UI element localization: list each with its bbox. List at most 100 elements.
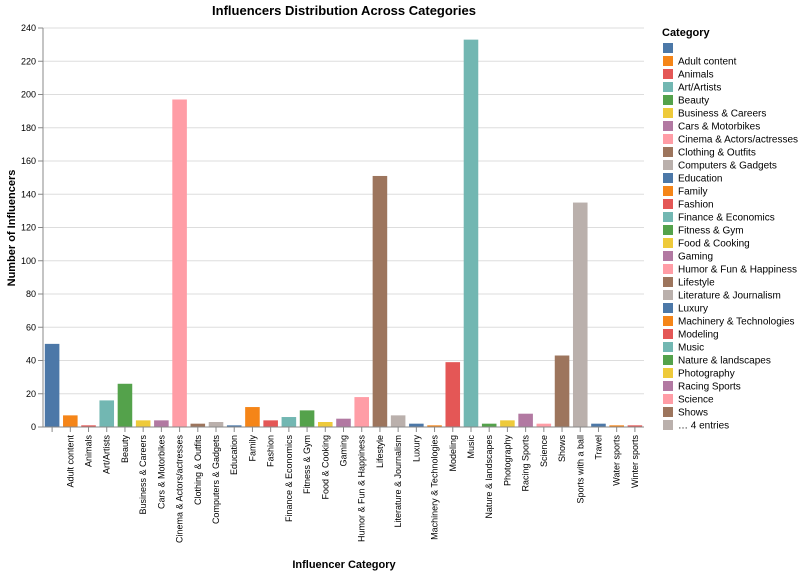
x-tick-label: Beauty [120, 435, 130, 464]
grid-lines [43, 27, 644, 428]
legend-label: Cinema & Actors/actresses [678, 135, 798, 146]
legend-label: Education [678, 174, 722, 185]
legend-swatch [663, 69, 673, 79]
chart-title: Influencers Distribution Across Categori… [212, 3, 476, 18]
legend-label: Fashion [678, 200, 714, 211]
x-tick-label: Shows [557, 435, 567, 463]
bar [81, 425, 96, 427]
x-axis-title: Influencer Category [292, 559, 396, 571]
legend-label: Photography [678, 369, 735, 380]
legend-swatch [663, 186, 673, 196]
bar [117, 383, 133, 427]
x-tick-label: Cinema & Actors/actresses [175, 435, 185, 544]
legend-label: Animals [678, 70, 714, 81]
legend-label: Computers & Gadgets [678, 161, 777, 172]
legend-label: Nature & landscapes [678, 356, 771, 367]
legend-swatch [663, 290, 673, 300]
legend-swatch [663, 173, 673, 183]
legend-swatch [663, 264, 673, 274]
legend-swatch [663, 56, 673, 66]
legend-label: Literature & Journalism [678, 291, 781, 302]
bar [409, 423, 424, 427]
legend-label: Adult content [678, 57, 737, 68]
x-tick-label: Luxury [411, 435, 421, 463]
x-tick-label: Cars & Motorbikes [156, 435, 166, 510]
legend-label: Cars & Motorbikes [678, 122, 760, 133]
bar [609, 425, 624, 427]
x-tick-label: Winter sports [630, 435, 640, 489]
x-tick-label: Art/Artists [102, 435, 112, 475]
x-tick-label: Machinery & Technologies [430, 435, 440, 540]
legend-swatch [663, 225, 673, 235]
x-tick-label: Humor & Fun & Happiness [357, 435, 367, 543]
x-tick-label: Sports with a ball [575, 435, 585, 504]
legend-swatch [663, 251, 673, 261]
x-tick-label: Adult content [65, 435, 75, 488]
bar [63, 415, 78, 427]
legend-swatch [663, 394, 673, 404]
y-tick-label: 20 [26, 389, 36, 399]
legend-label: Science [678, 395, 714, 406]
legend-title: Category [662, 27, 711, 39]
axes: 0 20 40 60 80 100 120 140 160 180 200 220 240 Adult c… [21, 23, 644, 543]
x-tick-label: Photography [502, 435, 512, 487]
legend-label: Family [678, 187, 707, 198]
bar [518, 413, 533, 427]
x-tick-label: Clothing & Outfits [193, 435, 203, 506]
legend-label: Humor & Fun & Happiness [678, 265, 797, 276]
y-tick-label: 100 [21, 256, 36, 266]
x-tick-label: Business & Careers [138, 435, 148, 515]
bar [299, 410, 315, 427]
legend-label: Art/Artists [678, 83, 721, 94]
y-tick-label: 80 [26, 289, 36, 299]
x-tick-label: Racing Sports [521, 435, 531, 492]
bar [135, 420, 151, 427]
legend-label: Shows [678, 408, 708, 419]
legend-swatch [663, 329, 673, 339]
legend-swatch [663, 212, 673, 222]
y-tick-label: 200 [21, 90, 36, 100]
y-tick-label: 180 [21, 123, 36, 133]
legend-swatch [663, 82, 673, 92]
legend-swatch [663, 108, 673, 118]
bar [99, 400, 115, 427]
bars [44, 39, 643, 428]
legend-label: Gaming [678, 252, 713, 263]
bar [390, 415, 406, 427]
legend-overflow-label: … 4 entries [678, 421, 729, 432]
legend-swatch [663, 160, 673, 170]
bar [354, 397, 369, 427]
bar [463, 39, 479, 427]
x-tick-label: Fitness & Gym [302, 435, 312, 494]
bar [481, 423, 497, 427]
x-tick-label: Nature & landscapes [484, 435, 494, 519]
bar [263, 420, 278, 427]
legend-swatch [663, 420, 673, 430]
y-tick-label: 140 [21, 189, 36, 199]
x-tick-label: Water sports [612, 435, 622, 486]
y-tick-label: 120 [21, 223, 36, 233]
x-tick-label: Finance & Economics [284, 435, 294, 523]
legend: Category Adult content Animals Art/Artists… [662, 27, 798, 432]
bar [427, 425, 442, 427]
x-tick-label: Fashion [266, 435, 276, 467]
legend-label: Clothing & Outfits [678, 148, 756, 159]
x-tick-label: Gaming [339, 435, 349, 467]
x-tick-label: Science [539, 435, 549, 467]
legend-swatch [663, 199, 673, 209]
legend-swatch [663, 407, 673, 417]
bar [554, 355, 570, 427]
bar [627, 425, 643, 427]
x-tick-label: Music [466, 435, 476, 459]
legend-label: Beauty [678, 96, 709, 107]
bar [572, 202, 588, 427]
legend-label: Modeling [678, 330, 719, 341]
x-tick-label: Education [229, 435, 239, 475]
y-tick-label: 40 [26, 356, 36, 366]
bar [336, 418, 351, 427]
x-tick-label: Animals [84, 435, 94, 468]
legend-swatch [663, 43, 673, 53]
bar [500, 420, 515, 427]
legend-label: Finance & Economics [678, 213, 775, 224]
